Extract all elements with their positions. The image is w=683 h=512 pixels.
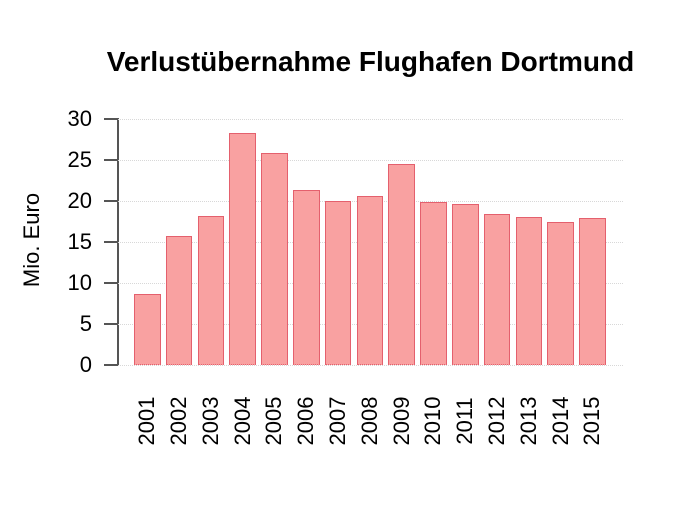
chart-title: Verlustübernahme Flughafen Dortmund [106,46,635,77]
bar-2012 [483,214,511,365]
y-axis-line [116,118,119,366]
gridline-25 [118,159,623,161]
x-tick-label-2002: 2002 [166,396,192,446]
y-tick-mark-0 [104,364,117,366]
x-tick-label-2012: 2012 [484,396,510,446]
bar-2010 [420,201,447,365]
y-tick-mark-15 [104,241,117,243]
y-tick-label-30: 30 [67,106,92,131]
x-tick-label-2003: 2003 [197,396,223,446]
y-tick-label-10: 10 [67,270,92,295]
y-tick-label-5: 5 [79,311,92,336]
bar-2001 [134,293,161,365]
gridline-30 [118,118,623,120]
bar-2007 [324,201,352,365]
bar-2002 [165,236,193,365]
bar-2009 [388,164,415,365]
bar-2014 [547,222,574,365]
y-tick-label-25: 25 [67,147,92,172]
y-tick-mark-20 [104,200,117,202]
x-tick-label-2014: 2014 [547,396,573,446]
x-tick-label-2009: 2009 [388,396,414,446]
x-tick-label-2006: 2006 [293,396,319,446]
y-tick-mark-5 [104,323,117,325]
bar-2003 [197,215,225,365]
y-tick-label-15: 15 [67,229,92,254]
x-tick-label-2008: 2008 [356,396,382,446]
y-tick-label-0: 0 [79,352,92,377]
bar-2005 [261,153,288,365]
bar-2013 [515,216,543,365]
x-tick-label-2010: 2010 [420,396,446,446]
gridline-0 [118,364,623,366]
x-tick-label-2015: 2015 [579,396,605,446]
bar-2011 [452,204,479,365]
x-tick-label-2011: 2011 [452,397,478,445]
x-tick-label-2005: 2005 [261,396,287,446]
bar-2015 [579,218,606,365]
y-tick-mark-10 [104,282,117,284]
bar-2008 [356,196,384,365]
y-tick-label-20: 20 [67,188,92,213]
y-tick-mark-25 [104,159,117,161]
x-tick-label-2004: 2004 [229,396,255,446]
x-tick-label-2001: 2001 [134,396,160,446]
plot-area [118,118,623,366]
x-tick-label-2007: 2007 [325,396,351,446]
x-tick-label-2013: 2013 [515,396,541,446]
bar-2006 [293,190,320,365]
bar-2004 [229,132,256,365]
y-tick-mark-30 [104,118,117,120]
